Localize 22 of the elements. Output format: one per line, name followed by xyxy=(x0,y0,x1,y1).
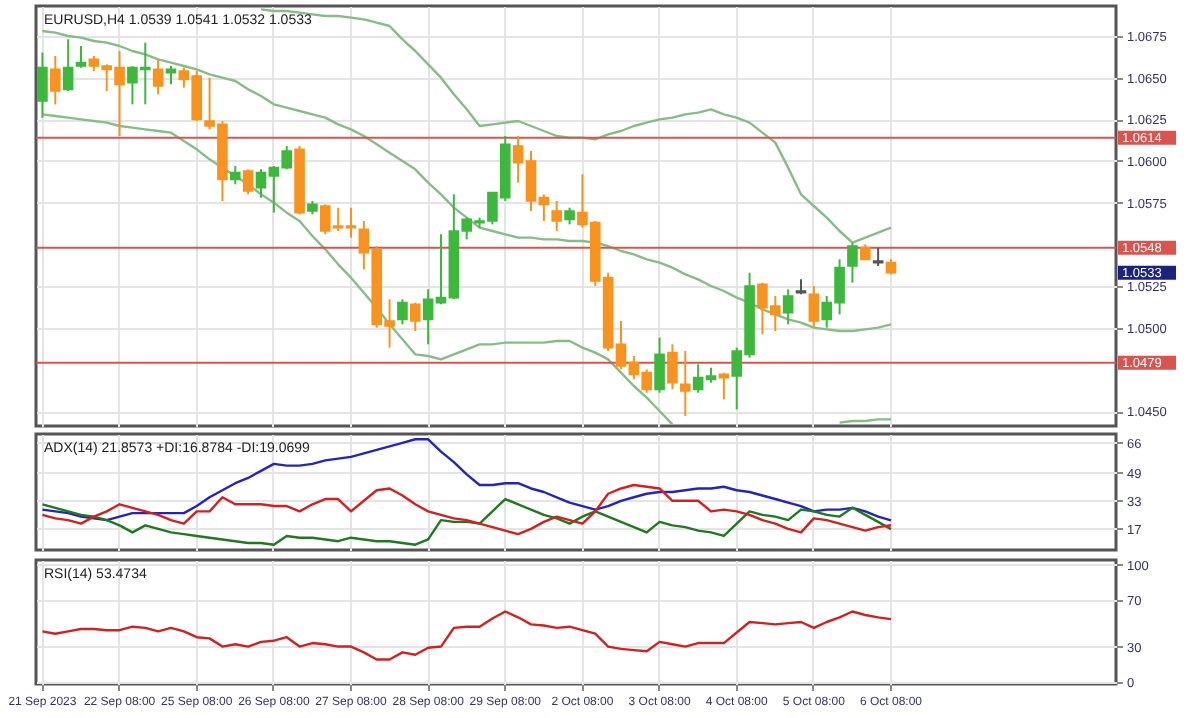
candlestick xyxy=(75,45,87,69)
candlestick xyxy=(62,38,74,92)
candlestick xyxy=(242,168,254,196)
candlestick xyxy=(654,336,665,394)
line-series xyxy=(41,29,893,333)
candlestick xyxy=(679,350,691,417)
line-series xyxy=(41,497,893,546)
candlestick xyxy=(782,288,794,326)
candlestick xyxy=(37,51,48,119)
candlestick xyxy=(872,246,884,267)
candlestick xyxy=(152,58,164,96)
candlestick xyxy=(229,165,241,186)
candlestick xyxy=(667,343,678,391)
candlestick xyxy=(808,285,820,329)
line-series xyxy=(41,438,893,522)
line-series xyxy=(41,483,893,536)
candlestick xyxy=(409,301,421,332)
candlestick xyxy=(847,241,858,284)
line-series xyxy=(41,610,893,661)
candlestick xyxy=(551,200,563,232)
candlestick xyxy=(49,55,61,106)
candlestick xyxy=(397,298,408,326)
